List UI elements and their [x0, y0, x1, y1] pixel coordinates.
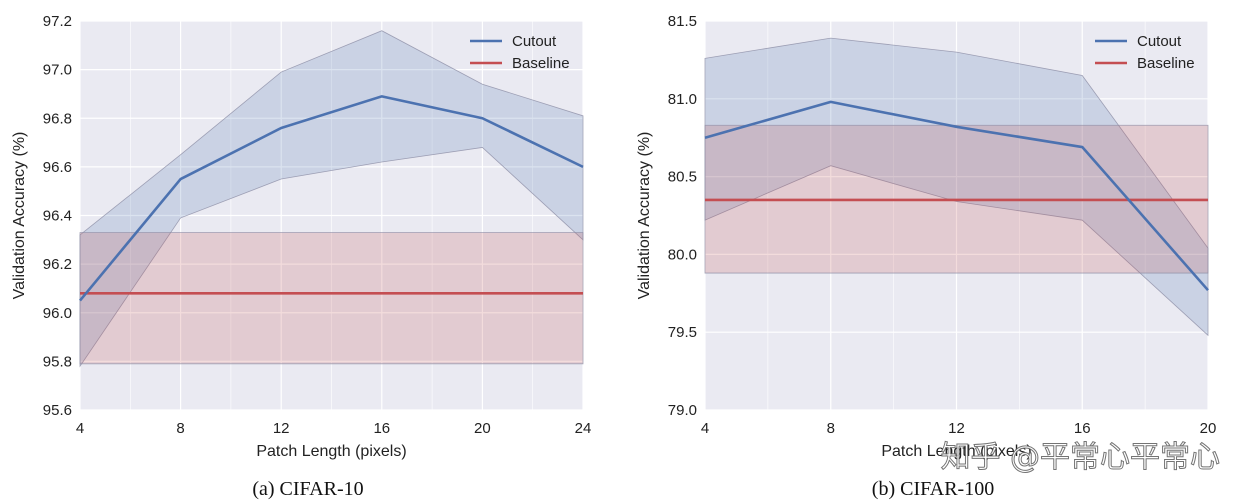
legend-label-cutout: Cutout	[1137, 33, 1182, 50]
caption-cifar100: (b) CIFAR-100	[872, 478, 994, 500]
x-tick-label: 8	[827, 420, 835, 437]
y-tick-label: 97.0	[43, 62, 72, 79]
chart-cifar100: 79.0 79.5 80.0 80.5 81.0 81.5 4 8 12 16 20 Patch Le…	[636, 13, 1216, 460]
y-tick-label: 81.5	[668, 13, 697, 30]
x-tick-label: 20	[1200, 420, 1217, 437]
line-cutout	[704, 100, 1209, 292]
y-axis-label: Validation Accuracy (%)	[636, 132, 653, 300]
legend-label-cutout: Cutout	[512, 33, 557, 50]
x-tick-label: 16	[1074, 420, 1091, 437]
x-axis-label: Patch Length (pixels)	[256, 443, 406, 460]
y-tick-label: 81.0	[668, 91, 697, 108]
y-tick-label: 80.0	[668, 246, 697, 263]
x-tick-label: 8	[176, 420, 184, 437]
line-cutout	[78, 95, 584, 302]
y-tick-label: 96.4	[43, 208, 72, 225]
x-tick-label: 12	[273, 420, 290, 437]
caption-cifar10: (a) CIFAR-10	[252, 478, 363, 500]
legend-label-baseline: Baseline	[512, 55, 570, 72]
x-tick-label: 20	[474, 420, 491, 437]
chart-cifar10: 95.6 95.8 96.0 96.2 96.4 96.6 96.8 97.0 97.2 4 8 12…	[11, 13, 591, 460]
x-tick-label: 4	[76, 420, 84, 437]
legend-label-baseline: Baseline	[1137, 55, 1195, 72]
band-cutout	[704, 37, 1209, 337]
y-tick-label: 96.2	[43, 256, 72, 273]
y-tick-label: 79.0	[668, 402, 697, 419]
watermark: 知乎 @平常心平常心	[940, 440, 1220, 475]
y-tick-label: 96.8	[43, 110, 72, 127]
x-tick-label: 4	[701, 420, 709, 437]
x-axis-label: Patch Length (pixels)	[881, 443, 1031, 460]
y-tick-label: 97.2	[43, 13, 72, 30]
y-tick-label: 95.8	[43, 353, 72, 370]
x-tick-label: 24	[575, 420, 592, 437]
y-axis-label: Validation Accuracy (%)	[11, 132, 28, 300]
band-baseline	[79, 232, 584, 365]
y-tick-label: 95.6	[43, 402, 72, 419]
x-tick-label: 12	[948, 420, 965, 437]
x-tick-label: 16	[373, 420, 390, 437]
y-tick-label: 80.5	[668, 169, 697, 186]
y-tick-label: 96.6	[43, 159, 72, 176]
y-tick-label: 79.5	[668, 324, 697, 341]
y-tick-label: 96.0	[43, 305, 72, 322]
